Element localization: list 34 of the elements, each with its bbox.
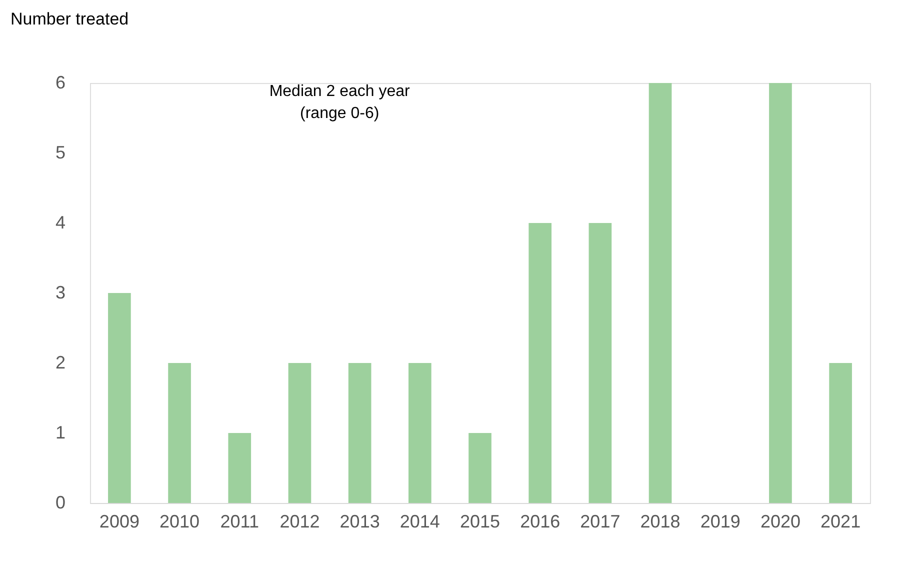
x-tick-label: 2011	[220, 512, 259, 532]
bar	[468, 433, 492, 503]
y-tick-label: 4	[55, 212, 66, 232]
x-tick-label: 2021	[820, 512, 861, 532]
x-tick-label: 2010	[160, 512, 200, 532]
bar	[288, 363, 312, 503]
y-tick-label: 6	[55, 72, 66, 92]
y-tick-label: 0	[55, 492, 66, 512]
y-tick-label: 2	[55, 352, 66, 372]
x-tick-label: 2014	[400, 512, 440, 532]
bar	[348, 363, 372, 503]
x-tick-label: 2015	[460, 512, 500, 532]
bar	[829, 363, 852, 503]
x-tick-label: 2017	[580, 512, 620, 532]
x-tick-label: 2019	[700, 512, 740, 532]
y-tick-label: 5	[55, 142, 66, 162]
x-tick-label: 2013	[340, 512, 380, 532]
bar	[228, 433, 252, 503]
bar	[769, 83, 792, 503]
x-tick-label: 2018	[640, 512, 680, 532]
bar	[528, 223, 552, 503]
y-axis-title: Number treated	[10, 10, 129, 28]
bar	[108, 293, 131, 503]
y-tick-label: 1	[55, 422, 66, 442]
y-tick-label: 3	[55, 282, 66, 302]
x-tick-label: 2012	[280, 512, 320, 532]
x-tick-label: 2009	[99, 512, 140, 532]
bar	[168, 363, 191, 503]
x-tick-label: 2016	[520, 512, 560, 532]
annotation: Median 2 each year (range 0-6)	[269, 83, 411, 122]
bar	[408, 363, 432, 503]
bar	[648, 83, 672, 503]
x-tick-label: 2020	[760, 512, 800, 532]
bar	[588, 223, 612, 503]
